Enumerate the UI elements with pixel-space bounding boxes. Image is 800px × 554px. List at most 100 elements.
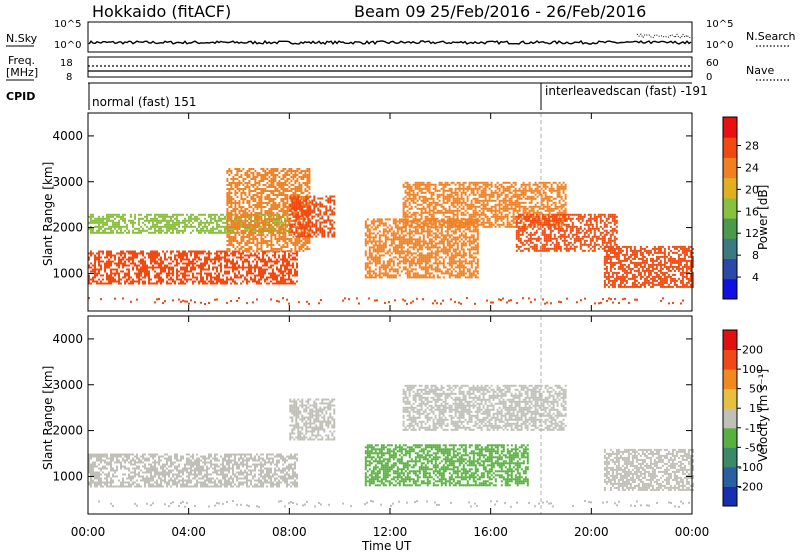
power-echo-cell: [438, 209, 441, 212]
power-echo-cell: [484, 185, 487, 188]
power-echo-cell: [488, 187, 491, 190]
power-echo-cell: [230, 218, 233, 220]
power-echo-cell: [154, 282, 156, 285]
power-echo-cell: [468, 217, 471, 220]
power-echo-cell: [380, 276, 383, 279]
power-echo-cell: [98, 262, 100, 265]
power-echo-cell: [186, 262, 188, 265]
power-echo-cell: [442, 266, 445, 269]
power-echo-cell: [410, 213, 413, 216]
power-echo-cell: [422, 234, 425, 237]
power-echo-cell: [464, 232, 467, 235]
power-echo-cell: [242, 188, 245, 190]
power-echo-cell: [460, 203, 463, 206]
power-echo-cell: [218, 256, 220, 259]
power-echo-cell: [124, 217, 126, 220]
power-echo-cell: [388, 276, 391, 279]
power-echo-cell: [288, 178, 291, 180]
power-echo-cell: [152, 217, 154, 220]
power-echo-cell: [92, 213, 94, 216]
power-echo-cell: [244, 244, 247, 246]
power-echo-cell: [236, 188, 239, 190]
power-echo-cell: [297, 207, 300, 210]
power-echo-cell: [116, 215, 118, 218]
power-echo-cell: [242, 222, 245, 224]
power-echo-cell: [176, 227, 178, 230]
power-echo-cell: [498, 187, 501, 190]
power-echo-cell: [256, 262, 258, 265]
power-echo-cell: [504, 207, 507, 210]
power-echo-cell: [154, 213, 156, 216]
power-echo-cell: [444, 248, 447, 251]
power-echo-cell: [300, 172, 303, 174]
power-echo-cell: [426, 268, 429, 271]
power-echo-cell: [234, 168, 237, 170]
power-echo-cell: [380, 250, 383, 253]
power-echo-cell: [118, 231, 120, 234]
power-echo-cell: [284, 274, 286, 277]
power-echo-cell: [456, 238, 459, 241]
power-echo-cell: [432, 240, 435, 243]
power-echo-cell: [248, 222, 251, 224]
power-echo-cell: [496, 223, 499, 226]
power-echo-cell: [426, 185, 429, 188]
power-echo-cell: [260, 278, 262, 281]
power-echo-cell: [214, 262, 216, 265]
power-echo-cell: [482, 213, 485, 216]
power-echo-cell: [250, 248, 253, 250]
power-echo-cell: [366, 240, 369, 243]
power-echo-cell: [410, 223, 413, 226]
power-echo-cell: [230, 229, 232, 232]
power-echo-cell: [266, 219, 268, 222]
power-echo-cell: [492, 209, 495, 212]
power-echo-cell: [394, 238, 397, 241]
power-echo-cell: [234, 224, 237, 226]
power-echo-cell: [438, 183, 441, 186]
power-echo-cell: [426, 258, 429, 261]
power-echo-cell: [292, 226, 295, 228]
power-echo-cell: [480, 211, 483, 214]
power-echo-cell: [291, 205, 294, 208]
power-echo-cell: [162, 217, 164, 220]
power-echo-cell: [226, 194, 229, 196]
power-echo-cell: [216, 282, 218, 285]
power-echo-cell: [305, 223, 308, 226]
power-echo-cell: [282, 250, 284, 253]
power-echo-cell: [226, 248, 229, 250]
power-echo-cell: [370, 256, 373, 259]
power-echo-cell: [454, 236, 457, 239]
power-echo-cell: [464, 203, 467, 206]
power-echo-cell: [236, 256, 238, 259]
power-echo-cell: [280, 194, 283, 196]
power-echo-cell: [325, 221, 328, 224]
power-echo-cell: [276, 262, 278, 265]
power-echo-cell: [308, 232, 311, 234]
power-echo-cell: [486, 185, 489, 188]
power-echo-cell: [198, 221, 200, 224]
nave-tick-bottom: 0: [706, 72, 712, 83]
power-echo-cell: [452, 221, 455, 224]
power-echo-cell: [418, 219, 421, 222]
power-echo-cell: [436, 195, 439, 198]
power-echo-cell: [368, 272, 371, 275]
power-echo-cell: [250, 220, 253, 222]
power-echo-cell: [476, 183, 479, 186]
power-echo-cell: [296, 242, 299, 244]
power-echo-cell: [234, 218, 237, 220]
power-echo-cell: [474, 276, 477, 279]
power-echo-cell: [268, 200, 271, 202]
power-echo-cell: [372, 238, 375, 241]
power-echo-cell: [292, 236, 295, 238]
power-echo-cell: [428, 258, 431, 261]
power-echo-cell: [216, 225, 218, 228]
power-echo-cell: [238, 220, 241, 222]
power-echo-cell: [298, 182, 301, 184]
power-echo-cell: [482, 201, 485, 204]
power-echo-cell: [278, 176, 281, 178]
power-echo-cell: [414, 193, 417, 196]
power-echo-cell: [120, 258, 122, 261]
power-echo-cell: [128, 256, 130, 259]
power-echo-cell: [296, 266, 298, 269]
power-echo-cell: [416, 240, 419, 243]
power-echo-cell: [182, 268, 184, 271]
